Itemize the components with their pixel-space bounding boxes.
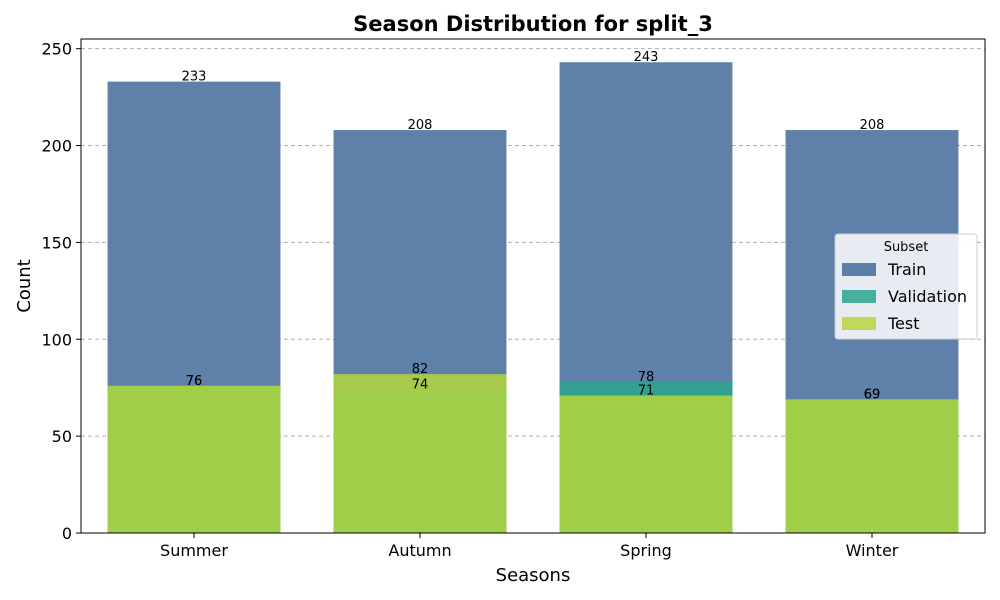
bar-test-autumn [333, 374, 507, 533]
data-label-validation-winter: 69 [864, 387, 881, 402]
data-label-validation-summer: 76 [186, 374, 203, 389]
legend-items: Train Validation Test [842, 260, 967, 333]
y-tick-label: 200 [41, 137, 72, 156]
data-label-train-spring: 243 [634, 50, 659, 65]
bar-test-summer [107, 385, 281, 533]
legend-swatch-train [842, 263, 876, 276]
legend-swatch-test [842, 317, 876, 330]
x-tick-label-spring: Spring [620, 541, 672, 560]
data-label-train-autumn: 208 [408, 118, 433, 133]
legend-box [834, 233, 978, 340]
data-label-validation-autumn: 74 [412, 378, 429, 393]
legend: Subset Train Validation Test [834, 233, 978, 340]
data-label-validation-spring: 78 [638, 370, 655, 385]
chart-title: Season Distribution for split_3 [353, 12, 713, 36]
y-tick-label: 150 [41, 233, 72, 252]
y-tick-label: 50 [52, 427, 72, 446]
bar-test-winter [785, 399, 959, 533]
legend-label-train: Train [887, 260, 926, 279]
bars [107, 62, 959, 534]
legend-title: Subset [884, 240, 929, 255]
plot-frame [80, 38, 986, 534]
x-axis-ticks: Summer Autumn Spring Winter [160, 533, 899, 560]
legend-label-validation: Validation [888, 287, 967, 306]
y-tick-label: 0 [62, 524, 72, 543]
data-label-test-spring: 71 [638, 383, 655, 398]
data-label-test-summer: 76 [186, 374, 203, 389]
x-axis-label: Seasons [496, 565, 571, 586]
bar-test-spring [559, 395, 733, 533]
y-axis-label: Count [14, 259, 35, 312]
data-label-train-summer: 233 [182, 70, 207, 85]
data-label-train-winter: 208 [860, 118, 885, 133]
data-label-test-autumn: 82 [412, 362, 429, 377]
x-tick-label-summer: Summer [160, 541, 228, 560]
y-tick-label: 100 [41, 330, 72, 349]
x-tick-label-winter: Winter [846, 541, 899, 560]
y-tick-label: 250 [41, 40, 72, 59]
data-label-test-winter: 69 [864, 387, 881, 402]
legend-label-test: Test [887, 314, 920, 333]
x-tick-label-autumn: Autumn [388, 541, 451, 560]
y-axis-ticks: 0 50 100 150 200 250 [41, 40, 81, 543]
legend-swatch-validation [842, 290, 876, 303]
